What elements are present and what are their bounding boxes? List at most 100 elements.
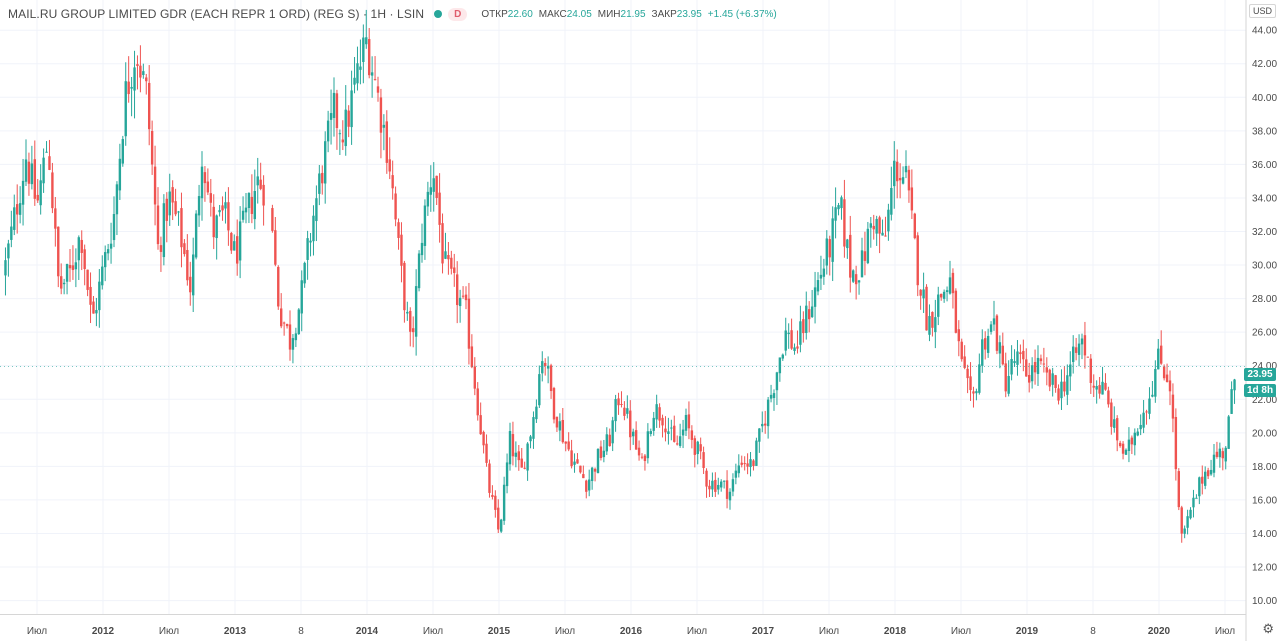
- candle: [420, 223, 424, 263]
- candle: [370, 56, 374, 98]
- change-value: +1.45 (+6.37%): [707, 8, 777, 20]
- candle: [966, 364, 969, 394]
- candle: [570, 439, 573, 469]
- candle: [347, 105, 350, 138]
- x-tick-label: 2014: [356, 626, 379, 637]
- candle: [1151, 380, 1154, 398]
- candle: [846, 238, 849, 259]
- candle: [629, 400, 632, 451]
- candle: [1209, 459, 1213, 476]
- candle: [24, 139, 28, 186]
- candle: [541, 351, 544, 382]
- candle: [925, 284, 928, 331]
- currency-label[interactable]: USD: [1248, 4, 1276, 18]
- candle: [150, 120, 154, 175]
- candle: [984, 331, 987, 360]
- candle: [655, 394, 658, 428]
- candle: [755, 437, 758, 466]
- candle: [344, 85, 347, 156]
- candle: [951, 268, 955, 309]
- candle: [910, 169, 914, 219]
- candle: [145, 73, 148, 95]
- candle: [585, 479, 588, 499]
- candle: [168, 173, 171, 226]
- candle: [92, 296, 95, 314]
- x-tick-label: Июл: [951, 626, 971, 637]
- gear-icon[interactable]: ⚙: [1262, 621, 1274, 636]
- candle: [866, 221, 870, 265]
- candle: [332, 77, 336, 137]
- candle: [236, 219, 239, 276]
- y-tick-label: 26.00: [1252, 328, 1277, 339]
- x-tick-label: 2015: [488, 626, 511, 637]
- candle: [362, 24, 365, 84]
- candle: [74, 248, 78, 288]
- candle: [350, 70, 353, 145]
- candle: [438, 173, 441, 243]
- candle: [1227, 414, 1230, 449]
- close-label: ЗАКР: [651, 8, 677, 20]
- candle: [1025, 348, 1028, 377]
- candle: [227, 187, 230, 246]
- candle: [432, 162, 435, 212]
- candle: [189, 261, 192, 306]
- candle: [869, 217, 872, 248]
- candle: [995, 314, 999, 355]
- candle: [373, 56, 377, 81]
- candle: [1083, 321, 1087, 369]
- candle: [1116, 415, 1119, 452]
- candle: [784, 317, 787, 356]
- x-tick-label: Июл: [1215, 626, 1235, 637]
- candle: [1086, 356, 1090, 358]
- candle: [1063, 366, 1066, 397]
- symbol-title[interactable]: MAIL.RU GROUP LIMITED GDR (EACH REPR 1 O…: [8, 7, 425, 21]
- candle: [33, 140, 36, 206]
- time-axis[interactable]: Июл 2012 Июл 2013 8 2014 Июл 2015 Июл 2016 Июл 2017…: [0, 614, 1246, 638]
- candle: [799, 305, 802, 353]
- x-tick-label: Июл: [555, 626, 575, 637]
- price-axis[interactable]: 10.00 12.00 14.00 16.00 18.00 20.00 22.00 24.00…: [1245, 0, 1277, 641]
- candle: [391, 160, 394, 200]
- candle: [546, 356, 550, 384]
- candle: [928, 304, 931, 342]
- candle: [385, 110, 388, 174]
- candle: [1036, 345, 1040, 386]
- candle: [400, 222, 403, 283]
- candle: [673, 415, 676, 443]
- candle: [233, 234, 236, 251]
- candle: [379, 88, 383, 159]
- candle: [224, 191, 227, 224]
- candle: [529, 434, 532, 449]
- candle: [517, 444, 520, 471]
- candle: [693, 435, 696, 468]
- candle: [743, 456, 746, 471]
- candle: [183, 239, 186, 257]
- candle: [652, 411, 655, 436]
- open-value: 22.60: [507, 8, 533, 20]
- candle: [429, 165, 432, 212]
- chart-grid: [0, 0, 1246, 614]
- delayed-badge[interactable]: D: [448, 7, 468, 21]
- candle: [453, 253, 456, 287]
- candle: [271, 204, 274, 233]
- y-tick-label: 44.00: [1252, 26, 1277, 37]
- candle: [523, 461, 526, 470]
- candle: [975, 388, 978, 401]
- candle: [808, 301, 811, 333]
- candle: [27, 152, 31, 196]
- candle: [338, 129, 342, 155]
- candle: [326, 110, 330, 153]
- candle: [106, 243, 110, 261]
- candle: [1230, 381, 1233, 414]
- candle: [884, 216, 887, 237]
- candle: [1110, 398, 1113, 435]
- candle: [778, 357, 782, 382]
- candle: [1221, 447, 1224, 471]
- candle: [582, 465, 585, 479]
- candle: [1028, 362, 1031, 393]
- candle: [643, 453, 647, 471]
- candle: [71, 245, 75, 280]
- candle: [937, 286, 940, 326]
- candle: [623, 401, 626, 421]
